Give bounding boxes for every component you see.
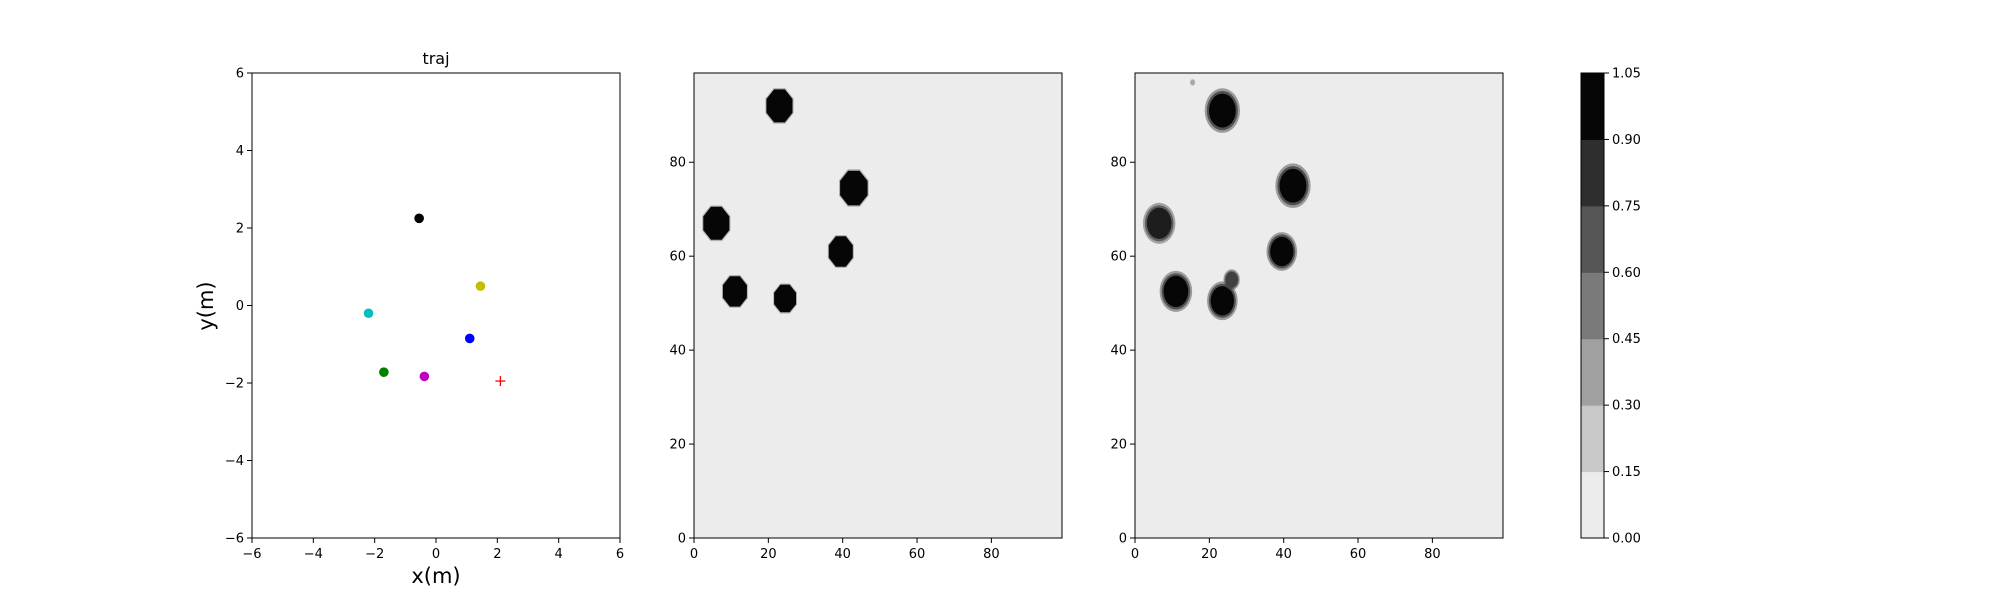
traj-x-tick-label: 2 [493, 547, 501, 562]
heatmap-left-x-tick-label: 20 [760, 547, 777, 562]
heatmap-right-blob [1142, 202, 1176, 244]
heatmap-left-blobs [702, 88, 869, 314]
traj-point [414, 213, 424, 224]
heatmap-right-y-ticks: 0 20 40 60 80 [1110, 156, 1135, 547]
heatmap-right-x-tick-label: 80 [1424, 547, 1441, 562]
traj-y-tick-label: 6 [236, 67, 244, 82]
traj-point [363, 308, 374, 319]
heatmap-left-y-tick-label: 60 [669, 250, 686, 265]
colorbar-band [1581, 471, 1604, 539]
heatmap-left-y-tick-label: 40 [669, 344, 686, 359]
colorbar-tick-label: 0.15 [1612, 465, 1641, 480]
heatmap-left-y-tick-label: 80 [669, 156, 686, 171]
traj-point-plus [495, 376, 506, 387]
colorbar-ticks: 0.00 0.15 0.30 0.45 0.60 0.75 0.90 1.05 [1604, 67, 1641, 547]
colorbar-band [1581, 405, 1604, 473]
traj-x-tick-label: 6 [616, 547, 624, 562]
traj-y-label: y(m) [194, 281, 218, 330]
heatmap-left-x-tick-label: 0 [690, 547, 698, 562]
traj-plot-area [251, 72, 621, 539]
colorbar-tick-label: 0.75 [1612, 199, 1641, 214]
colorbar-tick-label: 0.30 [1612, 399, 1641, 414]
colorbar-tick-label: 0.45 [1612, 332, 1641, 347]
traj-y-tick-label: 4 [236, 144, 244, 159]
traj-point [379, 367, 389, 377]
heatmap-right-panel: 0 20 40 60 80 0 20 40 60 80 [1110, 72, 1504, 562]
heatmap-right-y-tick-label: 20 [1110, 438, 1127, 453]
heatmap-right-blob [1204, 88, 1241, 133]
heatmap-left-x-tick-label: 80 [983, 547, 1000, 562]
heatmap-right-plot-area [1134, 72, 1504, 539]
traj-x-label: x(m) [411, 564, 460, 588]
heatmap-right-y-tick-label: 40 [1110, 344, 1127, 359]
traj-point [419, 371, 430, 382]
heatmap-right-blob [1266, 232, 1298, 271]
colorbar-tick-label: 1.05 [1612, 67, 1641, 82]
heatmap-left-y-tick-label: 0 [678, 532, 686, 547]
heatmap-left-blob [721, 275, 748, 308]
colorbar-band [1581, 73, 1604, 140]
colorbar-tick-label: 0.00 [1612, 532, 1641, 547]
traj-panel: traj −6 −4 −2 0 2 4 6 −6 −4 −2 0 2 4 6 x(m) y(m) [194, 49, 624, 588]
heatmap-left-blob [765, 88, 794, 124]
heatmap-right-x-tick-label: 60 [1350, 547, 1367, 562]
heatmap-right-x-ticks: 0 20 40 60 80 [1131, 538, 1441, 562]
traj-y-ticks: −6 −4 −2 0 2 4 6 [225, 67, 252, 547]
heatmap-left-y-tick-label: 20 [669, 438, 686, 453]
heatmap-right-blob [1189, 78, 1196, 86]
colorbar-bands [1581, 73, 1604, 539]
heatmap-left-blob [839, 169, 869, 207]
heatmap-right-blobs [1142, 78, 1311, 321]
traj-point [475, 281, 486, 291]
heatmap-left-x-tick-label: 40 [834, 547, 851, 562]
heatmap-right-blob [1159, 270, 1193, 312]
heatmap-right-x-tick-label: 0 [1131, 547, 1139, 562]
traj-point [464, 333, 475, 344]
heatmap-left-blob [773, 283, 797, 314]
colorbar-band [1581, 338, 1604, 406]
heatmap-left-blob [702, 205, 731, 242]
heatmap-right-x-tick-label: 20 [1201, 547, 1218, 562]
traj-title: traj [422, 49, 449, 68]
heatmap-left-x-ticks: 0 20 40 60 80 [690, 538, 1000, 562]
traj-x-tick-label: 0 [432, 547, 440, 562]
heatmap-right-blob [1223, 269, 1241, 291]
traj-x-ticks: −6 −4 −2 0 2 4 6 [242, 538, 624, 562]
heatmap-left-panel: 0 20 40 60 80 0 20 40 60 80 [669, 72, 1063, 562]
traj-x-tick-label: −4 [304, 547, 323, 562]
heatmap-left-y-ticks: 0 20 40 60 80 [669, 156, 694, 547]
traj-y-tick-label: 2 [236, 222, 244, 237]
traj-y-tick-label: −6 [225, 532, 244, 547]
colorbar-band [1581, 139, 1604, 207]
colorbar-tick-label: 0.60 [1612, 266, 1641, 281]
traj-y-tick-label: −2 [225, 377, 244, 392]
heatmap-left-x-tick-label: 60 [909, 547, 926, 562]
traj-y-tick-label: 0 [236, 299, 244, 314]
traj-x-tick-label: −6 [242, 547, 261, 562]
colorbar-tick-label: 0.90 [1612, 133, 1641, 148]
heatmap-left-plot-area [693, 72, 1063, 539]
colorbar: 0.00 0.15 0.30 0.45 0.60 0.75 0.90 1.05 [1580, 67, 1641, 547]
heatmap-right-x-tick-label: 40 [1275, 547, 1292, 562]
traj-y-tick-label: −4 [225, 454, 244, 469]
heatmap-right-y-tick-label: 60 [1110, 250, 1127, 265]
heatmap-right-y-tick-label: 80 [1110, 156, 1127, 171]
colorbar-band [1581, 205, 1604, 273]
colorbar-band [1581, 272, 1604, 340]
heatmap-right-blob [1275, 163, 1311, 209]
traj-x-tick-label: −2 [365, 547, 384, 562]
heatmap-right-blob [1207, 281, 1238, 321]
traj-x-tick-label: 4 [555, 547, 563, 562]
heatmap-right-y-tick-label: 0 [1119, 532, 1127, 547]
traj-points [363, 213, 506, 387]
heatmap-left-blob [827, 235, 854, 268]
